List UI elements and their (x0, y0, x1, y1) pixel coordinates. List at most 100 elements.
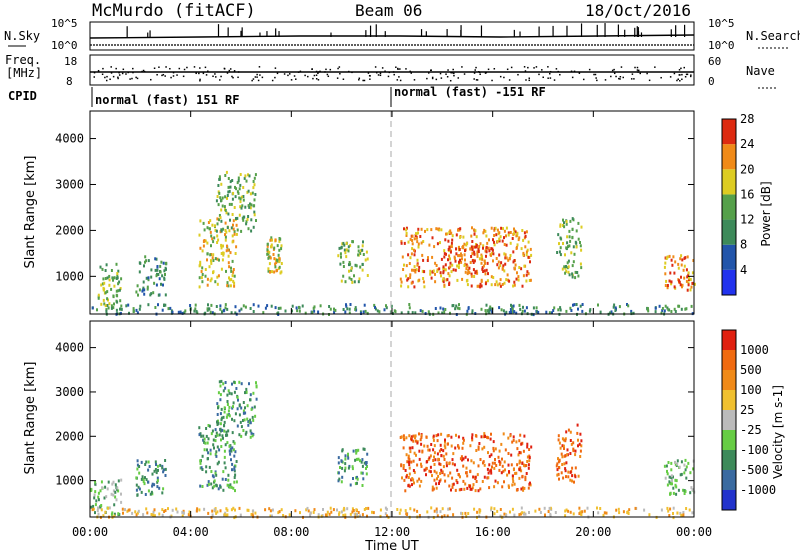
range-cell (429, 272, 432, 276)
freq-dot (634, 66, 636, 69)
freq-dot (619, 78, 621, 80)
range-cell (691, 281, 694, 285)
range-cell (145, 259, 148, 263)
freq-dot (132, 67, 134, 70)
range-cell (513, 283, 516, 287)
freq-dot (510, 66, 513, 69)
range-cell (512, 260, 515, 264)
freq-dot (399, 79, 402, 82)
range-cell (274, 265, 277, 269)
range-cell (195, 310, 198, 313)
range-cell (402, 446, 405, 450)
range-cell (229, 180, 232, 184)
range-cell (250, 229, 253, 233)
freq-dot (172, 75, 175, 77)
range-cell (481, 255, 483, 259)
range-cell (342, 260, 345, 264)
range-cell (365, 507, 367, 510)
range-cell (336, 508, 338, 512)
range-cell (420, 479, 423, 483)
freq-dot (685, 73, 688, 76)
range-cell (244, 432, 247, 436)
range-cell (280, 270, 283, 274)
range-cell (244, 205, 247, 209)
range-cell (410, 460, 413, 464)
range-cell (464, 270, 467, 274)
range-cell (680, 275, 682, 279)
range-cell (356, 513, 358, 517)
range-cell (249, 429, 252, 433)
range-cell (434, 458, 437, 462)
freq-dot (582, 78, 585, 81)
range-cell (574, 466, 577, 470)
colorbar-segment (722, 144, 736, 170)
range-cell (565, 430, 568, 434)
range-cell (479, 458, 482, 461)
range-cell (95, 499, 98, 503)
range-cell (252, 186, 255, 190)
range-cell (156, 268, 159, 272)
range-cell (233, 274, 236, 278)
range-cell (226, 413, 229, 417)
range-cell (356, 475, 358, 479)
range-cell (342, 265, 345, 268)
range-cell (114, 483, 117, 487)
range-cell (461, 446, 464, 450)
range-cell (209, 253, 212, 257)
freq-dot (358, 77, 361, 80)
range-cell (273, 257, 276, 261)
range-cell (459, 227, 462, 231)
range-cell (522, 449, 525, 453)
range-cell (227, 190, 230, 194)
range-cell (254, 511, 257, 515)
range-cell (458, 246, 460, 250)
range-cell (566, 453, 568, 457)
range-cell (203, 239, 206, 242)
range-cell (229, 218, 231, 222)
range-cell (135, 488, 138, 492)
range-cell (504, 256, 507, 260)
range-cell (376, 309, 379, 313)
range-cell (423, 468, 426, 472)
range-cell (221, 434, 224, 438)
range-cell (120, 307, 123, 311)
range-cell (201, 273, 204, 276)
range-cell (446, 232, 449, 236)
range-cell (338, 477, 341, 481)
range-cell (628, 508, 631, 512)
range-cell (562, 242, 564, 245)
range-cell (100, 283, 103, 287)
range-cell (476, 473, 479, 477)
range-cell (498, 468, 501, 472)
range-cell (206, 252, 209, 256)
y-tick-label: 1000 (55, 269, 84, 283)
range-cell (545, 310, 548, 314)
range-cell (528, 511, 530, 514)
range-cell (246, 404, 249, 408)
range-cell (402, 268, 405, 271)
range-cell (229, 447, 232, 451)
freq-dot (461, 66, 463, 68)
range-cell (428, 243, 431, 247)
range-cell (523, 486, 526, 490)
range-cell (407, 253, 410, 257)
range-cell (660, 508, 663, 512)
range-cell (454, 446, 457, 450)
range-cell (342, 508, 345, 512)
range-cell (231, 213, 234, 216)
range-cell (229, 452, 232, 456)
range-cell (274, 258, 277, 262)
range-cell (225, 230, 228, 234)
range-cell (407, 285, 410, 289)
range-cell (374, 305, 376, 309)
range-cell (490, 283, 493, 287)
range-cell (384, 512, 387, 516)
range-cell (247, 227, 250, 231)
range-cell (480, 435, 483, 439)
range-cell (211, 474, 214, 478)
range-cell (249, 192, 252, 196)
freq-dot (381, 67, 384, 69)
range-cell (228, 444, 231, 448)
range-cell (485, 234, 488, 238)
x-ticks: 00:00 04:00 08:00 12:00 16:00 20:00 00:00 (72, 111, 712, 539)
